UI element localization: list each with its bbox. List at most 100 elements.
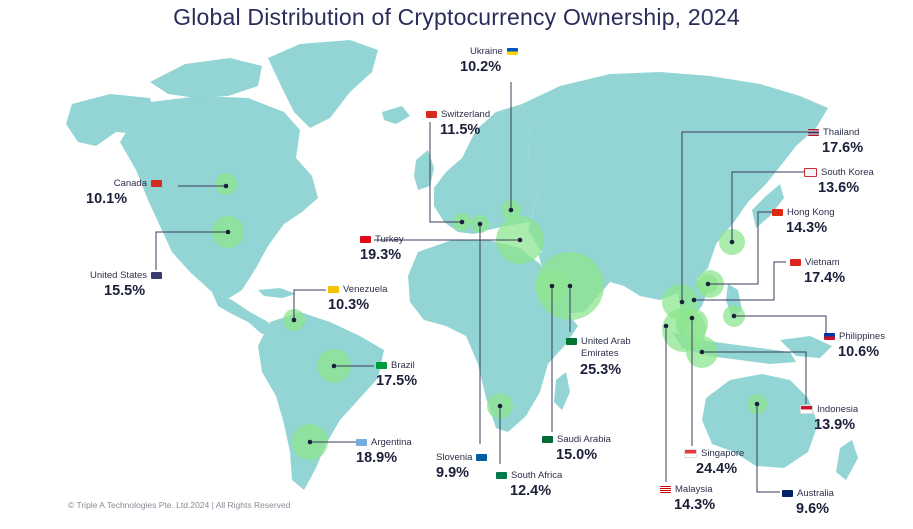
country-value: 19.3% bbox=[360, 247, 402, 263]
south-africa-flag-icon bbox=[496, 472, 507, 479]
country-name: Switzerland bbox=[441, 109, 491, 120]
label-south-africa: South Africa 12.4% bbox=[496, 470, 576, 499]
australia-flag-icon bbox=[782, 490, 793, 497]
country-name: Indonesia bbox=[817, 404, 859, 415]
land-japan bbox=[752, 184, 784, 228]
label-philippines: Philippines 10.6% bbox=[824, 331, 904, 360]
country-name: Venezuela bbox=[343, 284, 388, 295]
land-new-zealand bbox=[836, 440, 858, 480]
canada-flag-icon bbox=[151, 180, 162, 187]
country-value: 11.5% bbox=[440, 122, 481, 138]
country-value: 18.9% bbox=[356, 450, 398, 466]
country-name: Turkey bbox=[375, 234, 404, 245]
country-value: 17.4% bbox=[804, 270, 846, 286]
country-value: 13.6% bbox=[818, 180, 860, 196]
land-arctic-islands bbox=[150, 58, 262, 98]
leader-south-korea bbox=[731, 171, 804, 242]
land-asia bbox=[522, 72, 828, 300]
label-canada: Canada 10.1% bbox=[86, 178, 162, 207]
label-malaysia: Malaysia 14.3% bbox=[660, 484, 730, 513]
label-united-states: United States 15.5% bbox=[90, 270, 180, 299]
label-slovenia: Slovenia 9.9% bbox=[436, 452, 500, 481]
country-name: Brazil bbox=[391, 360, 415, 371]
argentina-flag-icon bbox=[356, 439, 367, 446]
land-north-america bbox=[120, 96, 318, 300]
leader-lines bbox=[155, 82, 827, 493]
leader-united-states bbox=[155, 231, 228, 270]
turkey-flag-icon bbox=[360, 236, 371, 243]
label-australia: Australia 9.6% bbox=[782, 488, 852, 517]
copyright-footer: © Triple A Technologies Pte. Ltd.2024 | … bbox=[68, 500, 291, 510]
country-name: Slovenia bbox=[436, 452, 473, 463]
country-value: 14.3% bbox=[786, 220, 828, 236]
country-value: 10.2% bbox=[460, 59, 502, 75]
switzerland-flag-icon bbox=[426, 111, 437, 118]
country-name: Vietnam bbox=[805, 257, 840, 268]
country-value: 15.5% bbox=[104, 283, 146, 299]
country-name: Philippines bbox=[839, 331, 885, 342]
label-thailand: Thailand 17.6% bbox=[808, 127, 872, 156]
leader-australia bbox=[756, 404, 780, 493]
country-value: 24.4% bbox=[696, 461, 738, 477]
country-value: 12.4% bbox=[510, 483, 552, 499]
label-indonesia: Indonesia 13.9% bbox=[800, 404, 880, 433]
hong-kong-flag-icon bbox=[772, 209, 783, 216]
country-name: Ukraine bbox=[470, 46, 503, 57]
leader-hong-kong bbox=[708, 211, 774, 285]
leader-indonesia bbox=[702, 351, 807, 404]
singapore-flag-icon bbox=[684, 449, 697, 458]
country-value: 10.1% bbox=[86, 191, 128, 207]
land-iceland bbox=[382, 106, 410, 124]
land-caribbean bbox=[258, 288, 296, 298]
leader-vietnam bbox=[694, 261, 786, 301]
saudi-arabia-flag-icon bbox=[542, 436, 553, 443]
label-venezuela: Venezuela 10.3% bbox=[328, 284, 408, 313]
land-africa bbox=[408, 240, 578, 432]
label-south-korea: South Korea 13.6% bbox=[804, 167, 884, 196]
land-south-america bbox=[258, 312, 384, 490]
country-value: 17.6% bbox=[822, 140, 864, 156]
country-name: Singapore bbox=[701, 448, 745, 459]
country-value: 14.3% bbox=[674, 497, 716, 513]
leader-thailand bbox=[681, 131, 814, 302]
land-greenland bbox=[268, 40, 378, 128]
south-korea-flag-icon bbox=[804, 168, 817, 177]
leader-dots bbox=[223, 183, 760, 445]
country-name: United Arab Emirates bbox=[581, 336, 631, 359]
leader-philippines bbox=[734, 315, 827, 336]
indonesia-flag-icon bbox=[800, 405, 813, 414]
ukraine-flag-icon bbox=[506, 48, 518, 55]
label-saudi-arabia: Saudi Arabia 15.0% bbox=[542, 434, 622, 463]
country-value: 17.5% bbox=[376, 373, 418, 389]
country-value: 9.6% bbox=[796, 501, 830, 517]
land-madagascar bbox=[554, 372, 570, 410]
country-name: Argentina bbox=[371, 437, 412, 448]
philippines-flag-icon bbox=[824, 333, 835, 340]
country-name: Australia bbox=[797, 488, 834, 499]
label-uae: United Arab Emirates 25.3% bbox=[566, 336, 636, 378]
slovenia-flag-icon bbox=[476, 454, 488, 461]
united-states-flag-icon bbox=[151, 272, 163, 279]
country-name: Saudi Arabia bbox=[557, 434, 611, 445]
country-value: 25.3% bbox=[580, 362, 622, 378]
label-switzerland: Switzerland 11.5% bbox=[426, 109, 506, 138]
label-singapore: Singapore 24.4% bbox=[684, 448, 764, 477]
land-masses bbox=[66, 40, 858, 490]
brazil-flag-icon bbox=[376, 362, 387, 369]
label-argentina: Argentina 18.9% bbox=[356, 437, 428, 466]
country-value: 13.9% bbox=[814, 417, 856, 433]
vietnam-flag-icon bbox=[790, 259, 801, 266]
country-value: 15.0% bbox=[556, 447, 598, 463]
map-title: Global Distribution of Cryptocurrency Ow… bbox=[173, 4, 740, 30]
thailand-flag-icon bbox=[808, 129, 819, 136]
country-value: 10.6% bbox=[838, 344, 880, 360]
land-british-isles bbox=[414, 150, 434, 190]
country-value: 9.9% bbox=[436, 465, 470, 481]
land-australia bbox=[702, 374, 818, 468]
country-name: Canada bbox=[113, 178, 147, 189]
country-name: Malaysia bbox=[675, 484, 713, 495]
country-name: South Korea bbox=[821, 167, 874, 178]
label-turkey: Turkey 19.3% bbox=[360, 234, 430, 263]
leader-venezuela bbox=[293, 289, 326, 320]
country-name: United States bbox=[90, 270, 148, 281]
